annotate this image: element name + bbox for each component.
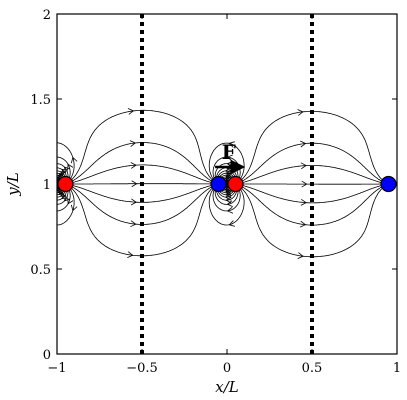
- flow-arrow: [224, 194, 232, 201]
- streamline: [214, 187, 239, 205]
- flow-arrow: [64, 166, 71, 173]
- x-axis-label: x/L: [215, 378, 239, 396]
- streamline: [241, 184, 385, 204]
- flow-arrow: [225, 169, 232, 177]
- blue-particle-right-edge: [380, 175, 397, 193]
- flow-arrow: [228, 220, 236, 227]
- flow-arrow: [70, 204, 78, 212]
- flow-arrow: [224, 173, 231, 181]
- dotted-boundary-lines: [140, 14, 314, 354]
- y-tick-label: 1.5: [30, 93, 51, 108]
- blue-particle-center: [210, 175, 227, 193]
- flow-arrow: [225, 191, 232, 199]
- flow-arrow: [127, 108, 135, 115]
- streamline: [71, 184, 215, 203]
- particles: [57, 175, 397, 193]
- red-particle-center: [227, 175, 244, 193]
- flow-arrow: [226, 206, 234, 214]
- y-tick-label: 1: [43, 178, 51, 193]
- x-tick-label: 1: [393, 361, 401, 376]
- x-tick-label: 0: [223, 361, 231, 376]
- flow-arrow: [300, 140, 307, 148]
- flow-arrow: [297, 109, 304, 116]
- y-tick-label: 0: [43, 348, 51, 363]
- x-tick-label: −1: [47, 361, 66, 376]
- streamline: [70, 185, 215, 257]
- x-tick-label: −0.5: [126, 361, 158, 376]
- flow-arrow: [59, 190, 67, 197]
- flow-arrow: [70, 156, 78, 164]
- force-arrow: F: [215, 140, 246, 175]
- streamline: [57, 187, 75, 226]
- flow-arrow: [300, 162, 307, 170]
- flow-arrow: [67, 197, 74, 205]
- streamline: [57, 156, 71, 180]
- flow-arrow: [131, 180, 138, 188]
- streamline: [212, 186, 241, 212]
- red-particle-left-edge: [57, 175, 74, 193]
- flow-arrow: [130, 220, 137, 228]
- flow-arrow: [301, 180, 308, 188]
- force-label: F: [222, 140, 236, 164]
- streamline: [241, 165, 385, 184]
- x-tick-label: 0.5: [302, 361, 323, 376]
- flow-arrow: [228, 141, 235, 148]
- y-axis-label: y/L: [4, 172, 22, 197]
- y-tick-label: 2: [43, 8, 51, 23]
- flow-arrow: [299, 220, 307, 228]
- flow-arrow: [58, 189, 65, 196]
- streamline: [57, 188, 71, 212]
- flow-arrow: [130, 198, 137, 206]
- streamline: [208, 186, 245, 226]
- y-tick-label: 0.5: [30, 263, 51, 278]
- streamline: [71, 164, 214, 184]
- flow-arrow: [58, 172, 65, 179]
- flow-arrow: [127, 251, 134, 258]
- streamline: [57, 142, 75, 181]
- flow-arrow: [130, 162, 137, 169]
- flow-arrow: [224, 167, 232, 174]
- axis-ticks: −1 −0.5 0 0.5 1 0 0.5 1 1.5 2: [30, 8, 401, 376]
- flow-arrow: [129, 140, 137, 147]
- flow-arrow: [61, 192, 68, 199]
- flow-arrow: [226, 200, 233, 208]
- flow-arrow: [297, 252, 304, 259]
- flow-arrow: [300, 199, 307, 206]
